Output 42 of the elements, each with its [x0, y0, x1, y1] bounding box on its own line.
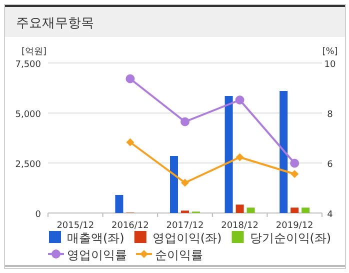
bar [115, 195, 124, 213]
bar [224, 96, 233, 213]
point [180, 117, 190, 126]
point [236, 153, 244, 162]
y-tick-label: 7,500 [15, 60, 42, 70]
bar [246, 208, 255, 213]
point [290, 158, 300, 168]
legend-item: 당기순이익(좌) [232, 231, 332, 245]
bar [236, 204, 244, 213]
bar [302, 208, 310, 213]
legend-item: 순이익률 [136, 248, 203, 262]
y-tick-label: 2,500 [15, 160, 42, 170]
bar [280, 91, 288, 213]
y2-axis-title: [%] [322, 47, 338, 57]
point [126, 138, 134, 146]
y-axis-title: [억원] [21, 47, 47, 57]
legend-label: 당기순이익(좌) [250, 231, 332, 245]
legend-item: 영업이익(좌) [134, 231, 222, 245]
y2-tick-label: 4 [327, 210, 334, 220]
y2-tick-label: 8 [327, 110, 334, 120]
point [290, 170, 299, 178]
legend-item: 매출액(좌) [49, 231, 124, 245]
y-tick-label: 5,000 [15, 110, 42, 120]
x-tick-label: 2017/12 [166, 221, 204, 231]
bar [170, 156, 178, 213]
y2-tick-label: 10 [324, 60, 336, 70]
y-tick-label: 0 [35, 210, 42, 220]
x-tick-label: 2018/12 [221, 221, 258, 231]
x-tick-label: 2015/12 [56, 221, 94, 231]
legend-item: 영업이익률 [48, 248, 127, 262]
x-tick-label: 2019/12 [276, 221, 314, 231]
point [181, 178, 189, 187]
legend-label: 매출액(좌) [67, 231, 124, 245]
point [235, 96, 244, 104]
bar [290, 208, 299, 213]
legend-label: 영업이익률 [67, 248, 127, 262]
y2-tick-label: 6 [327, 160, 334, 170]
point [126, 74, 135, 84]
x-tick-label: 2016/12 [112, 221, 149, 231]
chart-title: 주요재무항목 [16, 16, 94, 31]
legend-label: 순이익률 [155, 248, 203, 262]
legend-label: 영업이익(좌) [152, 231, 222, 245]
